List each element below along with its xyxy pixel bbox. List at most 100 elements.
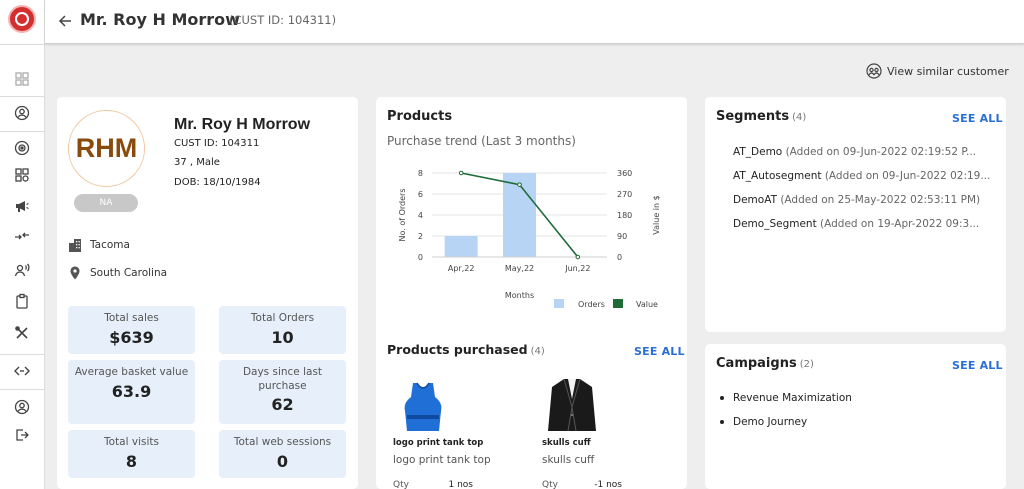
user-voice-icon[interactable] bbox=[13, 261, 31, 279]
view-similar-customer-button[interactable]: View similar customer bbox=[866, 63, 1009, 79]
map-pin-icon bbox=[70, 266, 80, 280]
products-purchased-title: Products purchased (4) bbox=[387, 342, 545, 357]
campaigns-see-all-link[interactable]: SEE ALL bbox=[952, 359, 1003, 372]
stat-value: 63.9 bbox=[111, 381, 152, 401]
user-circle-icon[interactable] bbox=[13, 104, 31, 122]
list-item[interactable]: AT_Demo (Added on 09-Jun-2022 02:19:52 P… bbox=[733, 144, 995, 168]
clipboard-icon[interactable] bbox=[13, 292, 31, 310]
product-qty: Qty 1 nos bbox=[393, 480, 473, 489]
list-item[interactable]: Revenue Maximization bbox=[720, 390, 852, 414]
segment-name: Demo_Segment bbox=[733, 218, 817, 230]
products-see-all-link[interactable]: SEE ALL bbox=[634, 345, 685, 358]
campaigns-card: Campaigns (2) SEE ALL Revenue Maximizatio… bbox=[705, 344, 1006, 489]
logout-icon[interactable] bbox=[13, 426, 31, 444]
product-item[interactable]: skulls cuff skulls cuff Qty -1 nos bbox=[542, 375, 662, 489]
product-qty-value: 1 nos bbox=[448, 480, 474, 489]
segment-added-date: (Added on 25-May-2022 02:53:11 PM) bbox=[780, 194, 981, 206]
y-axis-label: No. of Orders bbox=[398, 189, 407, 242]
customer-profile-card: RHM NA Mr. Roy H Morrow CUST ID: 104311 … bbox=[57, 97, 358, 489]
y2-tick-label: 0 bbox=[617, 253, 622, 262]
legend-swatch-orders bbox=[554, 299, 564, 308]
sidebar-divider bbox=[0, 44, 45, 45]
sidebar-divider bbox=[0, 354, 45, 355]
page-title: Mr. Roy H Morrow bbox=[80, 10, 240, 29]
sidebar-divider bbox=[0, 131, 45, 132]
sidebar bbox=[0, 0, 45, 489]
customer-age-gender: 37 , Male bbox=[174, 157, 220, 168]
product-qty: Qty -1 nos bbox=[542, 480, 622, 489]
stat-value: 0 bbox=[276, 451, 289, 471]
dashboard-gauge-icon[interactable] bbox=[13, 139, 31, 157]
list-item[interactable]: DemoAT (Added on 25-May-2022 02:53:11 PM… bbox=[733, 192, 995, 216]
tank-top-icon bbox=[393, 375, 513, 433]
apps-icon[interactable] bbox=[13, 166, 31, 184]
y2-tick-label: 360 bbox=[617, 169, 632, 178]
value-point bbox=[575, 254, 581, 260]
segments-list: AT_Demo (Added on 09-Jun-2022 02:19:52 P… bbox=[733, 144, 995, 240]
segments-card: Segments (4) SEE ALL AT_Demo (Added on 09… bbox=[705, 97, 1006, 332]
x-tick-label: Jun,22 bbox=[564, 264, 590, 273]
y2-tick-label: 180 bbox=[617, 211, 632, 220]
y-tick-label: 6 bbox=[418, 190, 423, 199]
x-tick-label: Apr,22 bbox=[448, 264, 475, 273]
customer-dob: DOB: 18/10/1984 bbox=[174, 177, 261, 188]
product-qty-label: Qty bbox=[393, 480, 409, 489]
megaphone-icon[interactable] bbox=[13, 197, 31, 215]
list-item[interactable]: Demo Journey bbox=[720, 414, 852, 438]
products-purchased-label: Products purchased bbox=[387, 342, 528, 357]
stat-value: 8 bbox=[125, 451, 138, 471]
product-subtitle: skulls cuff bbox=[542, 454, 595, 466]
product-subtitle: logo print tank top bbox=[393, 454, 491, 466]
product-item[interactable]: logo print tank top logo print tank top … bbox=[393, 375, 513, 489]
campaigns-list: Revenue Maximization Demo Journey bbox=[720, 390, 852, 438]
y-tick-label: 4 bbox=[418, 211, 423, 220]
campaigns-count: (2) bbox=[799, 359, 814, 370]
segment-name: DemoAT bbox=[733, 194, 777, 206]
location-state: South Carolina bbox=[68, 266, 167, 280]
y-tick-label: 0 bbox=[418, 253, 423, 262]
stat-average-basket-value: Average basket value 63.9 bbox=[68, 360, 195, 424]
stat-total-orders: Total Orders 10 bbox=[219, 306, 346, 354]
state-label: South Carolina bbox=[90, 267, 168, 279]
tools-icon[interactable] bbox=[13, 324, 31, 342]
segment-name: AT_Autosegment bbox=[733, 170, 822, 182]
y-tick-label: 2 bbox=[418, 232, 423, 241]
stat-total-visits: Total visits 8 bbox=[68, 430, 195, 478]
segment-added-date: (Added on 19-Apr-2022 09:3... bbox=[820, 218, 980, 230]
stat-days-since-last-purchase: Days since last purchase 62 bbox=[219, 360, 346, 424]
product-qty-label: Qty bbox=[542, 480, 558, 489]
stat-value: $639 bbox=[109, 327, 154, 347]
location-city: Tacoma bbox=[68, 238, 130, 252]
list-item[interactable]: AT_Autosegment (Added on 09-Jun-2022 02:… bbox=[733, 168, 995, 192]
segments-see-all-link[interactable]: SEE ALL bbox=[952, 112, 1003, 125]
stat-value: 10 bbox=[271, 327, 294, 347]
products-purchased-count: (4) bbox=[530, 346, 545, 357]
blazer-icon bbox=[542, 375, 662, 433]
status-badge: NA bbox=[74, 194, 138, 212]
avatar: RHM bbox=[68, 110, 145, 187]
back-arrow-icon[interactable] bbox=[55, 11, 75, 31]
list-item[interactable]: Demo_Segment (Added on 19-Apr-2022 09:3.… bbox=[733, 216, 995, 240]
stat-label: Average basket value bbox=[74, 366, 189, 378]
stat-label: Total Orders bbox=[250, 312, 315, 324]
building-icon bbox=[69, 239, 81, 252]
stat-total-web-sessions: Total web sessions 0 bbox=[219, 430, 346, 478]
product-qty-value: -1 nos bbox=[594, 480, 622, 489]
customer-name: Mr. Roy H Morrow bbox=[174, 116, 311, 133]
chart-bar bbox=[503, 173, 536, 257]
segment-added-date: (Added on 09-Jun-2022 02:19... bbox=[824, 170, 991, 182]
code-arrows-icon[interactable] bbox=[13, 362, 31, 380]
stat-label: Total visits bbox=[104, 436, 159, 448]
account-icon[interactable] bbox=[13, 398, 31, 416]
chart-bar bbox=[444, 236, 478, 257]
stat-label: Total web sessions bbox=[233, 436, 332, 448]
arrows-merge-icon[interactable] bbox=[13, 227, 31, 245]
value-point bbox=[458, 170, 464, 176]
stat-label: Total sales bbox=[104, 312, 159, 324]
grid-icon[interactable] bbox=[13, 70, 31, 88]
legend-label-orders: Orders bbox=[578, 300, 605, 309]
page-subtitle: (CUST ID: 104311) bbox=[229, 13, 337, 27]
campaigns-label: Campaigns bbox=[716, 356, 797, 371]
app-logo[interactable] bbox=[8, 5, 36, 33]
segments-title: Segments (4) bbox=[716, 109, 806, 124]
